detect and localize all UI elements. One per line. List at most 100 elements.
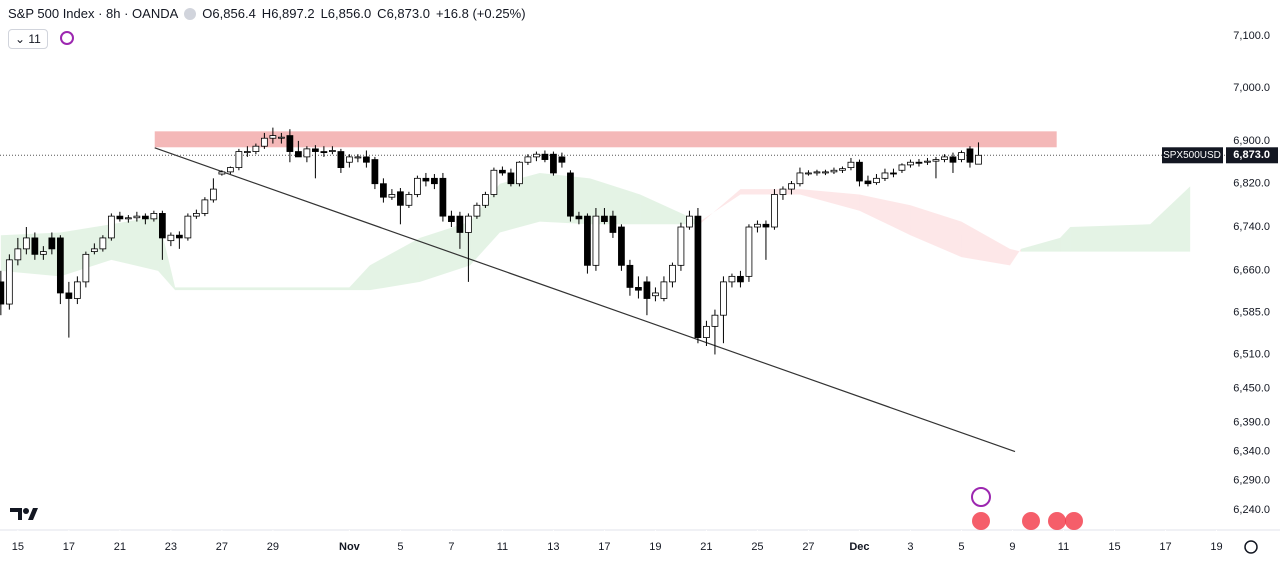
ohlc-label: L <box>320 6 328 21</box>
candle-body <box>728 275 736 283</box>
refresh-icon[interactable] <box>60 31 74 45</box>
candle-body <box>39 251 47 255</box>
cloud-segment <box>419 221 471 282</box>
candle-body <box>805 172 812 175</box>
candle-body <box>414 177 421 195</box>
candle-body <box>830 169 838 173</box>
candle-body <box>711 314 719 327</box>
candle-body <box>380 183 387 198</box>
candle-body <box>839 168 846 171</box>
candle-body <box>235 151 243 168</box>
symbol-title: S&P 500 Index · 8h · OANDA <box>8 6 179 21</box>
x-tick-label: Nov <box>339 541 361 553</box>
candle-body <box>184 215 192 239</box>
ohlc-label: H <box>261 6 272 21</box>
candle-body <box>499 169 506 174</box>
candle-body <box>550 153 557 174</box>
event-icon[interactable] <box>1065 512 1083 530</box>
y-tick-label: 6,240.0 <box>1233 504 1270 516</box>
candle-body <box>261 137 268 147</box>
candle-body <box>881 172 889 179</box>
cloud-segment <box>1009 248 1021 266</box>
x-tick-label: 19 <box>649 541 661 553</box>
candle-body <box>890 172 897 175</box>
candle-body <box>371 159 379 185</box>
y-tick-label: 6,510.0 <box>1233 348 1270 360</box>
candle-body <box>269 135 277 139</box>
candle-body <box>966 148 974 163</box>
candle-body <box>507 172 515 185</box>
candle-body <box>252 145 260 152</box>
candle-body <box>720 281 727 316</box>
price-label-bg <box>1226 147 1278 164</box>
event-icon[interactable] <box>971 487 991 507</box>
candle-body <box>626 264 634 288</box>
cloud-segment <box>699 189 741 225</box>
candle-body <box>431 177 438 185</box>
x-tick-label: 15 <box>12 541 24 553</box>
cloud-segment <box>349 265 370 291</box>
candle-body <box>116 215 124 220</box>
x-tick-label: 15 <box>1108 541 1120 553</box>
ohlc-value: 6,897.2 <box>271 6 315 21</box>
candle-body <box>516 161 523 185</box>
candle-body <box>448 215 455 222</box>
candle-body <box>14 248 22 261</box>
y-tick-label: 6,585.0 <box>1233 306 1270 318</box>
candle-body <box>278 136 285 139</box>
cloud-segment <box>961 221 1010 266</box>
candle-body <box>941 156 948 160</box>
y-tick-label: 6,390.0 <box>1233 417 1270 429</box>
candle-body <box>124 217 132 220</box>
event-icon[interactable] <box>972 512 990 530</box>
candle-body <box>652 292 659 297</box>
candle-body <box>932 159 940 162</box>
x-tick-label: 17 <box>598 541 610 553</box>
resistance-zone <box>154 131 1057 148</box>
candle-body <box>210 188 217 201</box>
ohlc-value: 6,856.0 <box>327 6 372 21</box>
candle-body <box>915 161 923 164</box>
candle-body <box>363 156 370 163</box>
candle-body <box>541 153 549 160</box>
cloud-segment <box>1070 224 1151 252</box>
header: S&P 500 Index · 8h · OANDA O6,856.4 H6,8… <box>8 6 526 21</box>
x-tick-label: 17 <box>1159 541 1171 553</box>
settings-icon[interactable] <box>1244 540 1258 554</box>
candle-body <box>90 248 98 253</box>
candle-body <box>456 215 464 233</box>
candle-body <box>227 167 234 173</box>
candle-body <box>788 183 795 190</box>
candle-body <box>822 171 829 174</box>
candle-body <box>158 213 166 239</box>
candle-body <box>907 161 914 166</box>
x-tick-label: 11 <box>1058 541 1069 553</box>
candle-body <box>813 171 821 174</box>
candle-body <box>5 259 13 305</box>
candle-body <box>295 151 302 158</box>
event-icon[interactable] <box>1048 512 1066 530</box>
change-value: +16.8 (+0.25%) <box>435 6 526 21</box>
y-tick-label: 6,820.0 <box>1233 178 1270 190</box>
candle-body <box>694 215 702 338</box>
candle-body <box>312 148 319 152</box>
symbol-label: SPX500USD <box>1163 150 1221 161</box>
candle-body <box>397 191 404 206</box>
y-tick-label: 6,290.0 <box>1233 475 1270 487</box>
candle-body <box>924 160 931 163</box>
candle-body <box>898 164 906 171</box>
x-tick-label: Dec <box>849 541 869 553</box>
cloud-segment <box>369 237 420 291</box>
candle-body <box>303 148 311 158</box>
y-tick-label: 7,000.0 <box>1233 82 1270 94</box>
x-tick-label: 17 <box>63 541 75 553</box>
cloud-segment <box>539 172 590 225</box>
event-icon[interactable] <box>1022 512 1040 530</box>
candle-body <box>337 151 345 168</box>
candle-body <box>218 171 226 175</box>
interval-button[interactable]: ⌄ 11 <box>8 29 48 49</box>
ohlc-value: 6,856.4 <box>212 6 256 21</box>
candle-body <box>133 215 141 219</box>
candle-body <box>329 150 336 152</box>
candle-body <box>643 281 651 299</box>
